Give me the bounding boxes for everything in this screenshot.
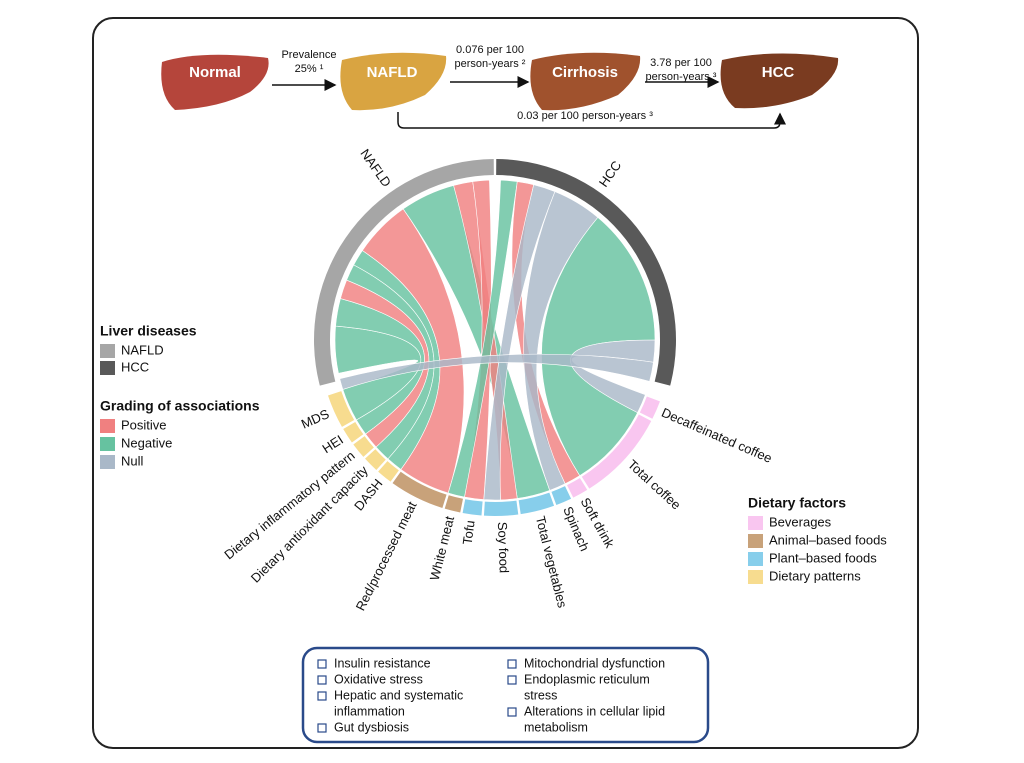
mechanism-item: metabolism bbox=[524, 720, 588, 734]
legend-item: Plant–based foods bbox=[769, 550, 877, 565]
factor-arc bbox=[353, 436, 374, 457]
mechanism-item: Oxidative stress bbox=[334, 672, 423, 686]
chord bbox=[483, 184, 556, 501]
mechanism-item: Endoplasmic reticulum bbox=[524, 672, 650, 686]
legend-swatch bbox=[100, 361, 115, 375]
factor-arc bbox=[567, 477, 588, 498]
bullet bbox=[317, 659, 327, 669]
factor-label: Soy food bbox=[495, 522, 512, 574]
legend-item: Beverages bbox=[769, 514, 832, 529]
factor-arc bbox=[483, 500, 519, 516]
legend-item: Dietary patterns bbox=[769, 568, 861, 583]
factor-arc bbox=[581, 414, 652, 489]
factor-arc bbox=[518, 492, 555, 515]
legend-item: Positive bbox=[121, 417, 167, 432]
legend-item: Null bbox=[121, 453, 144, 468]
legend-item: NAFLD bbox=[121, 342, 164, 357]
legend-swatch bbox=[100, 437, 115, 451]
mechanism-item: stress bbox=[524, 688, 557, 702]
factor-arc bbox=[444, 495, 463, 513]
factor-arc bbox=[392, 471, 447, 508]
factor-arc bbox=[639, 396, 660, 419]
legend-swatch bbox=[100, 455, 115, 469]
rate-label: 3.78 per 100 bbox=[650, 57, 712, 69]
factor-arc bbox=[462, 499, 483, 516]
liver-normal bbox=[161, 54, 269, 110]
bullet bbox=[317, 691, 327, 701]
stage-label: Normal bbox=[189, 64, 241, 81]
legend-title: Grading of associations bbox=[100, 398, 260, 414]
legend-item: HCC bbox=[121, 359, 149, 374]
rate-label: person-years ³ bbox=[646, 71, 717, 83]
mechanism-item: Alterations in cellular lipid bbox=[524, 704, 665, 718]
mechanism-item: Insulin resistance bbox=[334, 656, 431, 670]
chords bbox=[334, 179, 656, 501]
stage-label: HCC bbox=[762, 64, 795, 81]
factor-arc bbox=[327, 391, 355, 427]
legend-swatch bbox=[748, 534, 763, 548]
liver-hcc bbox=[720, 53, 839, 109]
mechanism-item: Hepatic and systematic bbox=[334, 688, 463, 702]
chord bbox=[447, 179, 518, 498]
factor-arc bbox=[365, 449, 386, 470]
liver-nafld bbox=[340, 52, 447, 111]
bypass-arrow bbox=[397, 112, 786, 129]
mechanism-item: inflammation bbox=[334, 704, 405, 718]
legend-swatch bbox=[748, 570, 763, 584]
legend-item: Negative bbox=[121, 435, 172, 450]
legend-swatch bbox=[748, 516, 763, 530]
rate-label: Prevalence bbox=[281, 49, 336, 61]
legend-swatch bbox=[100, 344, 115, 358]
bypass-label: 0.03 per 100 person-years ³ bbox=[517, 110, 653, 122]
factor-arc bbox=[343, 421, 364, 443]
legend-title: Dietary factors bbox=[748, 495, 846, 511]
legend-swatch bbox=[748, 552, 763, 566]
factor-arc bbox=[551, 486, 572, 505]
bullet bbox=[507, 659, 517, 669]
mechanism-box bbox=[301, 646, 710, 744]
rate-label: 0.076 per 100 bbox=[456, 44, 524, 56]
factor-arc bbox=[378, 461, 399, 482]
legend-item: Animal–based foods bbox=[769, 532, 887, 547]
bullet bbox=[507, 675, 517, 685]
rate-label: person-years ² bbox=[455, 58, 526, 70]
liver-cirrhosis bbox=[530, 52, 641, 111]
rate-label: 25% ¹ bbox=[295, 63, 324, 75]
bullet bbox=[317, 723, 327, 733]
chord bbox=[339, 353, 654, 390]
mechanism-item: Mitochondrial dysfunction bbox=[524, 656, 665, 670]
factor-label: Tofu bbox=[460, 519, 478, 545]
stage-label: Cirrhosis bbox=[552, 64, 618, 81]
bullet bbox=[317, 675, 327, 685]
stage-label: NAFLD bbox=[367, 64, 418, 81]
legend-swatch bbox=[100, 419, 115, 433]
bullet bbox=[507, 707, 517, 717]
legend-title: Liver diseases bbox=[100, 323, 197, 339]
mechanism-item: Gut dysbiosis bbox=[334, 720, 409, 734]
